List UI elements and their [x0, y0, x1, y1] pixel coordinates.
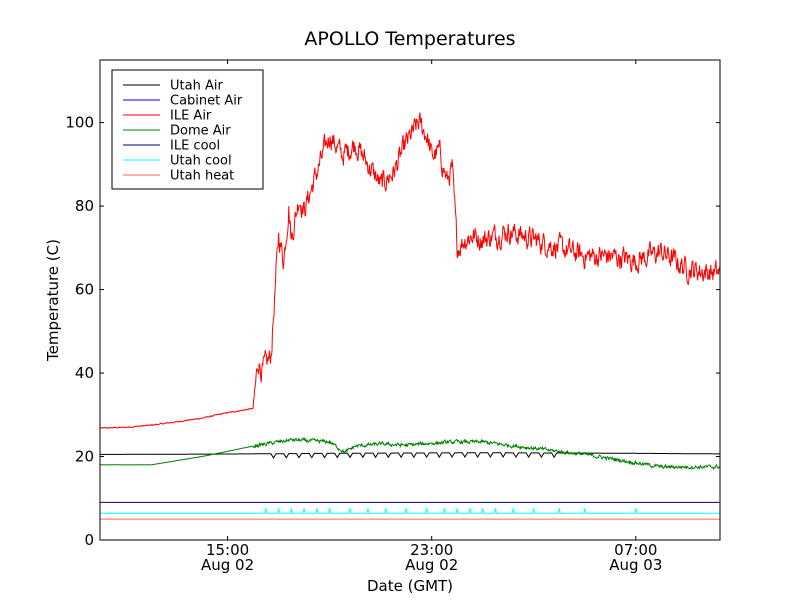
x-tick-label-time: 23:00 — [410, 541, 453, 559]
plot-frame — [99, 59, 721, 541]
legend-label-utah-air: Utah Air — [170, 79, 223, 94]
legend-label-ile-air: ILE Air — [170, 109, 212, 124]
x-tick-label-time: 07:00 — [614, 541, 657, 559]
legend-label-utah-cool: Utah cool — [170, 154, 232, 169]
plot-area — [100, 112, 720, 520]
y-tick-label: 0 — [84, 531, 94, 549]
legend-label-utah-heat: Utah heat — [170, 169, 234, 184]
chart-title: APOLLO Temperatures — [304, 28, 515, 50]
x-tick-label-date: Aug 02 — [405, 556, 458, 574]
series-line-dome-air — [100, 437, 720, 471]
x-tick-label-time: 15:00 — [206, 541, 249, 559]
series-line-utah-air — [100, 452, 720, 459]
y-tick-label: 80 — [75, 197, 94, 215]
y-axis-label: Temperature (C) — [44, 239, 62, 362]
y-tick-label: 20 — [75, 448, 94, 466]
x-axis-label: Date (GMT) — [367, 577, 453, 595]
series-line-utah-cool — [100, 508, 720, 514]
y-tick-label: 40 — [75, 364, 94, 382]
series-line-ile-air — [100, 112, 720, 429]
legend-label-dome-air: Dome Air — [170, 124, 231, 139]
y-tick-label: 100 — [65, 114, 94, 132]
legend-label-cabinet-air: Cabinet Air — [170, 94, 243, 109]
legend-label-ile-cool: ILE cool — [170, 139, 220, 154]
y-tick-label: 60 — [75, 281, 94, 299]
x-tick-label-date: Aug 02 — [201, 556, 254, 574]
x-tick-label-date: Aug 03 — [609, 556, 662, 574]
